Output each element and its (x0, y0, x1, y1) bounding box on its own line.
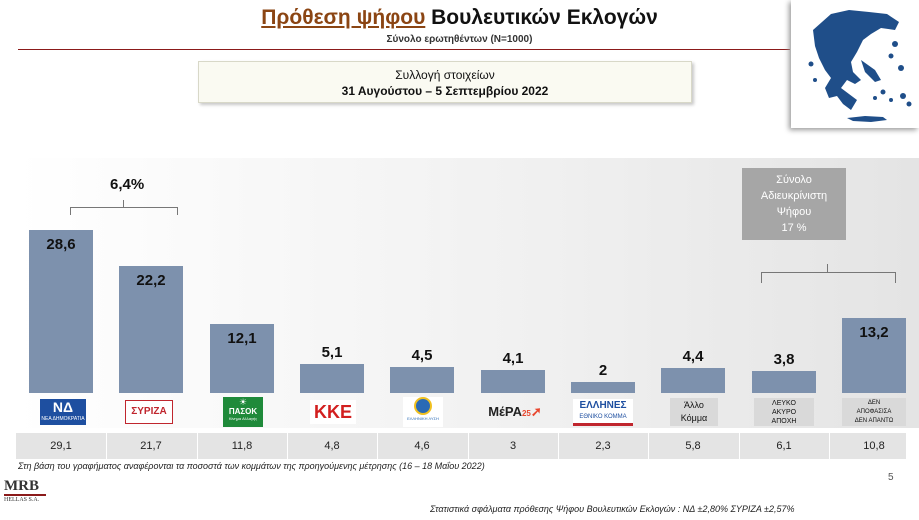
kke-logo-icon: ΚΚΕ (310, 400, 356, 424)
previous-value-cell: 29,1 (50, 440, 72, 452)
island-shape (888, 53, 894, 59)
bar-value-label: 12,1 (227, 330, 257, 348)
previous-row-separator (287, 433, 288, 459)
bar-6 (481, 369, 545, 393)
ellines-logo-icon: ΕΛΛΗΝΕΣ ΕΘΝΙΚΟ ΚΟΜΜΑ (573, 398, 633, 426)
logo-kke: ΚΚΕ (308, 397, 358, 427)
undecided-line: Σύνολο (776, 174, 812, 186)
previous-value-cell: 21,7 (140, 440, 162, 452)
previous-row-separator (829, 433, 830, 459)
previous-value-cell: 11,8 (231, 440, 253, 452)
previous-value-cell: 3 (509, 440, 517, 452)
fieldwork-box: Συλλογή στοιχείων 31 Αυγούστου – 5 Σεπτε… (198, 61, 692, 103)
island-shape (906, 101, 912, 107)
previous-row-separator (558, 433, 559, 459)
previous-value-cell: 4,6 (414, 440, 430, 452)
previous-value-cell: 10,8 (863, 440, 885, 452)
gap-bracket (70, 207, 178, 215)
bar-4 (300, 363, 364, 393)
island-shape (873, 96, 877, 100)
evia-shape (861, 60, 881, 82)
greece-mainland-shape (813, 10, 899, 110)
mera25-logo-icon: ΜέΡΑ25➚ (488, 404, 542, 419)
crete-shape (847, 116, 887, 122)
page-number: 5 (888, 472, 894, 483)
gap-annotation: 6,4% (110, 176, 145, 193)
bar-value-label: 2 (598, 361, 608, 379)
den-apofasisa-box: ΔΕΝ ΑΠΟΦΑΣΙΣΑ ΔΕΝ ΑΠΑΝΤΩ (842, 398, 906, 426)
bar-3 (210, 324, 274, 393)
bar-10 (842, 317, 906, 393)
previous-value-cell: 2,3 (595, 440, 611, 452)
page-subtitle: Σύνολο ερωτηθέντων (N=1000) (386, 34, 533, 45)
island-shape (889, 98, 893, 102)
undecided-total-box: Σύνολο Αδιευκρίνιστη Ψήφου 17 % (742, 168, 846, 240)
bar-7 (571, 381, 635, 393)
island-shape (900, 93, 906, 99)
bar-value-label: 22,2 (136, 272, 166, 290)
previous-row-separator (468, 433, 469, 459)
logo-mera25: ΜέΡΑ25➚ (484, 397, 546, 427)
logo-allo-komma: Άλλο Κόμμα (668, 397, 720, 427)
undecided-bracket (761, 272, 896, 283)
island-shape (813, 78, 817, 82)
previous-value-cell: 5,8 (685, 440, 701, 452)
logo-den-apofasisa: ΔΕΝ ΑΠΟΦΑΣΙΣΑ ΔΕΝ ΑΠΑΝΤΩ (840, 397, 908, 427)
page-title: Πρόθεση ψήφου Βουλευτικών Εκλογών (261, 6, 658, 29)
bar-value-label: 4,4 (682, 347, 704, 365)
bar-2 (119, 266, 183, 393)
fieldwork-dates: 31 Αυγούστου – 5 Σεπτεμβρίου 2022 (341, 84, 549, 98)
logo-lefko: ΛΕΥΚΟ ΑΚΥΡΟ ΑΠΟΧΗ (753, 397, 815, 427)
logo-ellines: ΕΛΛΗΝΕΣ ΕΘΝΙΚΟ ΚΟΜΜΑ (572, 397, 634, 427)
title-divider (18, 49, 790, 50)
bar-value-label: 4,5 (411, 347, 433, 365)
island-shape (808, 61, 814, 67)
previous-row-separator (106, 433, 107, 459)
bar-1 (29, 230, 93, 393)
island-shape (898, 65, 904, 71)
logo-elliniki-lysi: ΕΛΛΗΝΙΚΗ ΛΥΣΗ (398, 397, 448, 427)
logo-pasok: ☀ ΠΑΣΟΚ Κίνημα Αλλαγής (218, 397, 268, 427)
nd-logo-icon: ΝΔ ΝΕΑ ΔΗΜΟΚΡΑΤΙΑ (40, 399, 86, 425)
gap-bracket-tick (123, 200, 124, 207)
logo-syriza: ΣΥΡΙΖΑ (124, 397, 174, 427)
previous-row-separator (739, 433, 740, 459)
previous-value-cell: 4,8 (324, 440, 340, 452)
previous-row-separator (377, 433, 378, 459)
undecided-bracket-tick (827, 264, 828, 272)
previous-value-cell: 6,1 (776, 440, 792, 452)
logo-nd: ΝΔ ΝΕΑ ΔΗΜΟΚΡΑΤΙΑ (38, 397, 88, 427)
sampling-errors: Στατιστικά σφάλματα πρόθεσης Ψήφου Βουλε… (430, 504, 795, 514)
island-shape (880, 89, 886, 95)
bar-9 (752, 371, 816, 393)
bar-8 (661, 367, 725, 393)
undecided-line: 17 % (781, 222, 807, 234)
previous-values-row (16, 433, 906, 459)
pasok-logo-icon: ☀ ΠΑΣΟΚ Κίνημα Αλλαγής (223, 397, 263, 427)
island-shape (892, 41, 898, 47)
mrb-logo: MRB HELLAS S.A. (4, 478, 46, 504)
previous-row-separator (197, 433, 198, 459)
bar-value-label: 28,6 (46, 236, 76, 253)
bar-value-label: 5,1 (321, 343, 343, 361)
bar-value-label: 13,2 (859, 323, 889, 341)
elliniki-lysi-logo-icon: ΕΛΛΗΝΙΚΗ ΛΥΣΗ (403, 397, 443, 427)
undecided-line: Αδιευκρίνιστη (760, 190, 828, 202)
allo-komma-box: Άλλο Κόμμα (670, 398, 718, 426)
syriza-logo-icon: ΣΥΡΙΖΑ (125, 400, 173, 424)
bar-value-label: 4,1 (502, 349, 524, 367)
bar-5 (390, 367, 454, 393)
bar-value-label: 3,8 (773, 351, 795, 369)
greece-map (791, 0, 919, 128)
previous-row-separator (648, 433, 649, 459)
lefko-box: ΛΕΥΚΟ ΑΚΥΡΟ ΑΠΟΧΗ (754, 398, 814, 426)
undecided-line: Ψήφου (776, 206, 812, 218)
fieldwork-label: Συλλογή στοιχείων (395, 68, 495, 82)
previous-note: Στη βάση του γραφήματος αναφέρονται τα π… (18, 461, 485, 471)
